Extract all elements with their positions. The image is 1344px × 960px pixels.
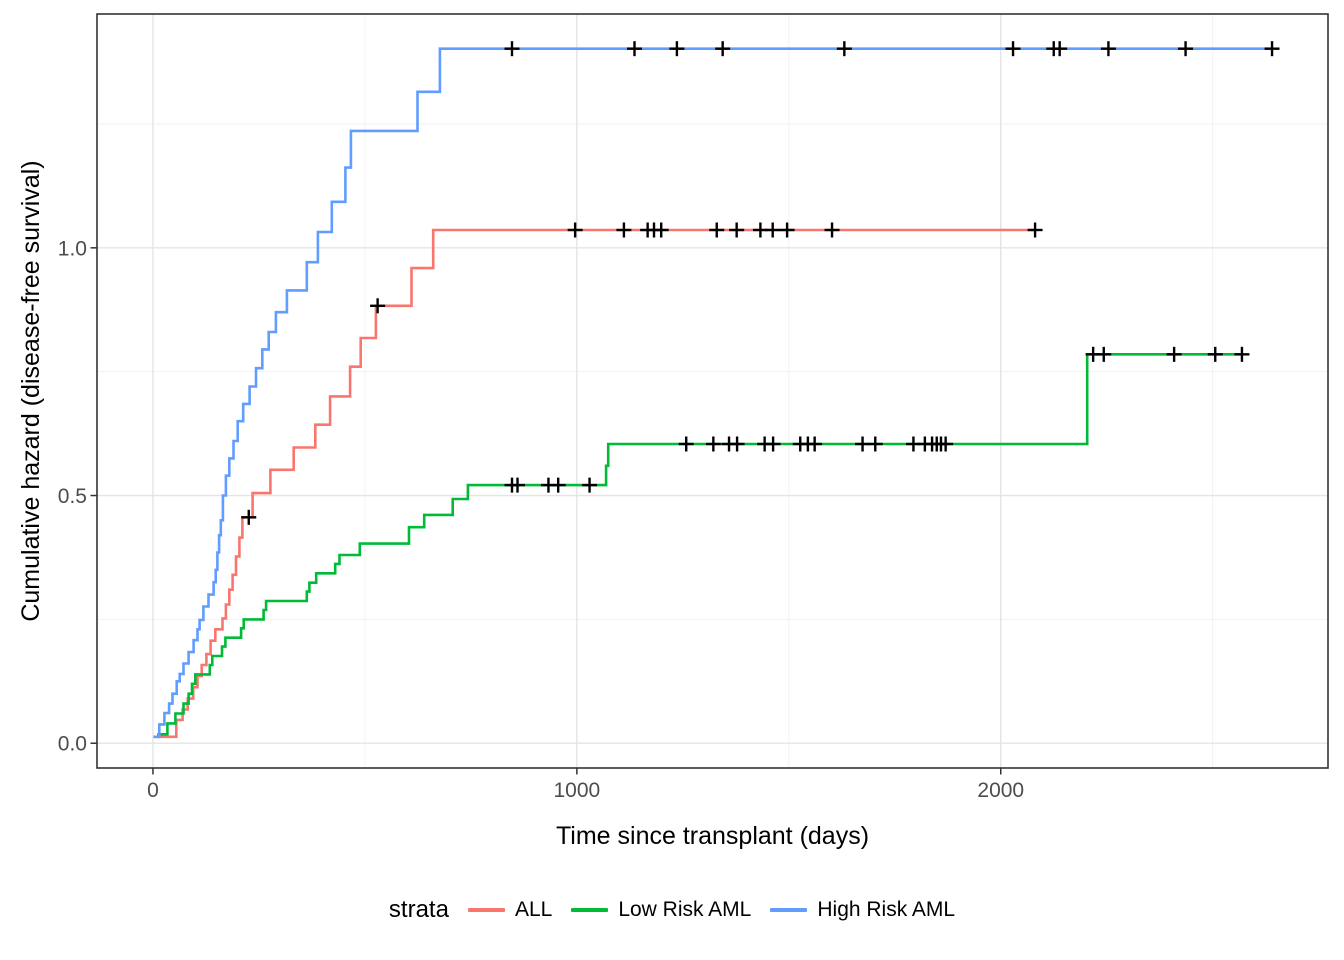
legend-key-line-high-risk-aml bbox=[770, 908, 808, 912]
plot-panel: 0 1000 2000 0.0 0.5 1.0 bbox=[58, 13, 1329, 802]
legend-item-high-risk-aml: High Risk AML bbox=[770, 898, 955, 922]
series-line-low-risk-aml bbox=[157, 353, 1242, 736]
x-tick-label: 2000 bbox=[977, 779, 1024, 802]
legend-item-all: ALL bbox=[467, 898, 553, 922]
panel-border bbox=[96, 13, 1329, 769]
legend-key-line-low-risk-aml bbox=[571, 908, 609, 912]
x-tick-label: 0 bbox=[147, 779, 159, 802]
series-line-all bbox=[153, 228, 1036, 739]
legend-label-high-risk-aml: High Risk AML bbox=[817, 898, 956, 921]
y-axis-title: Cumulative hazard (disease-free survival… bbox=[17, 160, 45, 622]
x-tick-label: 1000 bbox=[553, 779, 600, 802]
panel-background bbox=[97, 14, 1328, 768]
x-axis-title: Time since transplant (days) bbox=[555, 822, 870, 850]
legend-label-all: ALL bbox=[514, 898, 553, 921]
legend-title: strata bbox=[388, 896, 449, 923]
y-tick-label: 0.0 bbox=[58, 733, 87, 756]
legend-label-low-risk-aml: Low Risk AML bbox=[618, 898, 752, 921]
legend: strata ALL Low Risk AML High Risk AML bbox=[0, 892, 1344, 928]
series-line-high-risk-aml bbox=[153, 47, 1272, 739]
legend-key-line-all bbox=[467, 908, 505, 912]
y-tick-label: 0.5 bbox=[58, 485, 87, 508]
y-tick-label: 1.0 bbox=[58, 237, 87, 260]
legend-item-low-risk-aml: Low Risk AML bbox=[571, 898, 751, 922]
